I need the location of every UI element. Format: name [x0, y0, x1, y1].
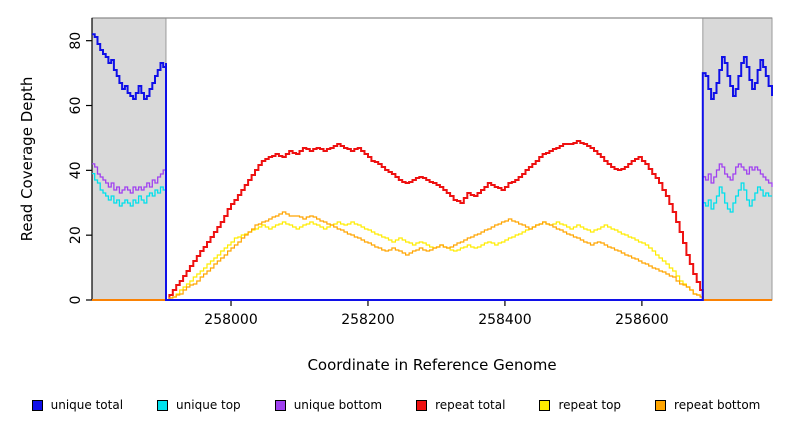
- x-axis-title: Coordinate in Reference Genome: [307, 356, 557, 374]
- legend-item-unique-bottom: unique bottom: [274, 398, 383, 412]
- legend-label: repeat bottom: [674, 398, 761, 412]
- legend-item-unique-top: unique top: [157, 398, 241, 412]
- legend-item-repeat-top: repeat top: [539, 398, 621, 412]
- y-tick-label: 80: [68, 32, 84, 50]
- x-tick-label: 258200: [341, 312, 394, 328]
- legend-label: unique top: [176, 398, 241, 412]
- legend-swatch-unique-bottom: [274, 399, 286, 411]
- legend-swatch-unique-top: [157, 399, 169, 411]
- x-tick-label: 258000: [204, 312, 257, 328]
- legend-swatch-repeat-total: [416, 399, 428, 411]
- legend-label: repeat total: [435, 398, 506, 412]
- legend-item-repeat-bottom: repeat bottom: [655, 398, 760, 412]
- legend-item-repeat-total: repeat total: [416, 398, 505, 412]
- legend-swatch-unique-total: [31, 399, 43, 411]
- left-flank-shading: [91, 17, 167, 301]
- y-tick-label: 40: [68, 161, 84, 179]
- y-tick-label: 20: [68, 226, 84, 244]
- legend-label: repeat top: [558, 398, 622, 412]
- legend-label: unique bottom: [293, 398, 383, 412]
- legend-item-unique-total: unique total: [31, 398, 124, 412]
- x-tick-label: 258600: [615, 312, 668, 328]
- x-tick-label: 258400: [478, 312, 531, 328]
- legend-label: unique total: [50, 398, 124, 412]
- y-tick-label: 60: [68, 97, 84, 115]
- series-line-unique-total: [92, 33, 773, 301]
- legend-swatch-repeat-top: [539, 399, 551, 411]
- legend: unique total unique top unique bottom repea…: [0, 398, 792, 412]
- series-line-repeat-bottom: [92, 211, 772, 301]
- series-line-unique-bottom: [92, 163, 773, 301]
- y-axis-title: Read Coverage Depth: [18, 76, 36, 242]
- legend-swatch-repeat-bottom: [655, 399, 667, 411]
- series-line-repeat-total: [92, 140, 772, 301]
- y-tick-label: 0: [68, 296, 84, 305]
- series-line-unique-top: [92, 172, 772, 301]
